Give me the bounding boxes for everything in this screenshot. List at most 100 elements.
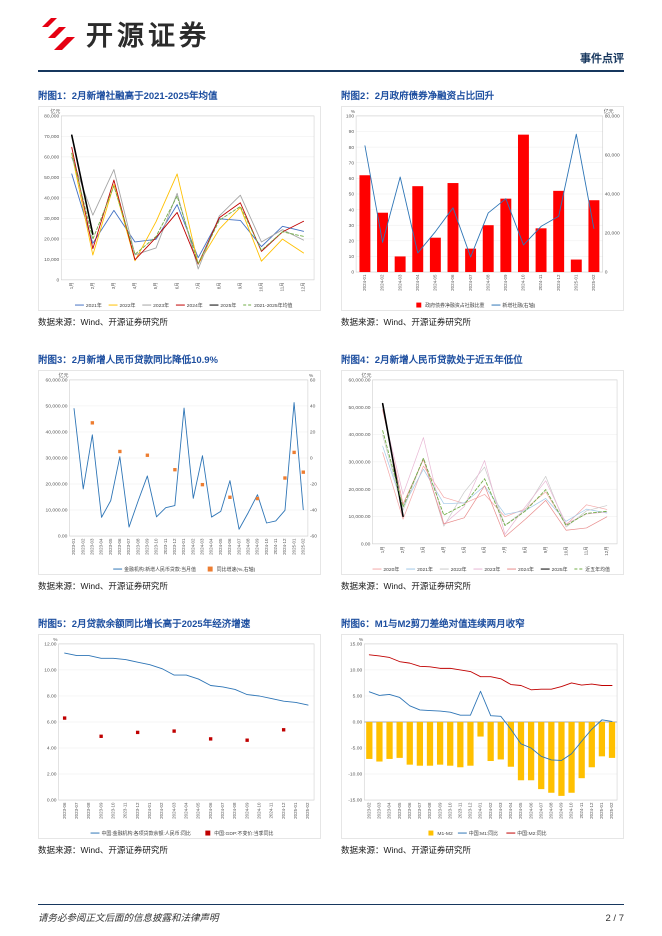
figure-5-source-note: 数据来源：Wind、开源证券研究所	[38, 845, 168, 855]
svg-text:2024-06: 2024-06	[450, 274, 455, 291]
svg-text:2023-08: 2023-08	[86, 802, 91, 819]
svg-text:2024-10: 2024-10	[569, 802, 574, 819]
svg-text:政府债券净融资占社融比重: 政府债券净融资占社融比重	[425, 302, 484, 309]
svg-text:6月: 6月	[174, 282, 180, 289]
svg-text:2024-12: 2024-12	[589, 802, 594, 819]
svg-text:金融机构:新增人民币贷款:当月值: 金融机构:新增人民币贷款:当月值	[124, 566, 196, 573]
chart-canvas-4: 0.00 10,000.00 20,000.00 30,000.00 40,000.00…	[341, 370, 624, 575]
svg-text:11月: 11月	[280, 282, 286, 291]
svg-text:2024-06: 2024-06	[528, 802, 533, 819]
svg-text:2024-01: 2024-01	[478, 802, 483, 819]
svg-text:1月: 1月	[69, 282, 75, 289]
svg-text:-15.00: -15.00	[348, 798, 362, 804]
svg-text:6.00: 6.00	[47, 720, 57, 726]
svg-text:12月: 12月	[604, 546, 610, 555]
svg-text:2024-05: 2024-05	[196, 802, 201, 819]
svg-text:2023-08: 2023-08	[135, 538, 140, 555]
svg-text:2023-09: 2023-09	[98, 802, 103, 819]
report-type-label: 事件点评	[580, 53, 624, 65]
svg-text:亿元: 亿元	[59, 372, 69, 379]
svg-text:2024-01: 2024-01	[147, 802, 152, 819]
svg-text:新增社融(右轴): 新增社融(右轴)	[502, 302, 535, 309]
svg-text:5.00: 5.00	[353, 694, 363, 700]
svg-text:2023-10: 2023-10	[447, 802, 452, 819]
svg-text:50,000.00: 50,000.00	[45, 404, 67, 410]
svg-text:2024-05: 2024-05	[518, 802, 523, 819]
svg-text:-40: -40	[310, 508, 317, 514]
svg-text:2023-06: 2023-06	[407, 802, 412, 819]
svg-text:20,000: 20,000	[605, 231, 620, 237]
svg-text:2025-02: 2025-02	[609, 802, 614, 819]
svg-text:12.00: 12.00	[44, 642, 57, 648]
svg-text:5月: 5月	[461, 546, 467, 553]
svg-text:40: 40	[310, 404, 316, 410]
svg-text:60: 60	[349, 176, 355, 182]
svg-text:2023-04: 2023-04	[387, 802, 392, 819]
svg-text:0.00: 0.00	[58, 534, 68, 540]
svg-text:2025-02: 2025-02	[305, 802, 310, 819]
svg-text:9月: 9月	[238, 282, 244, 289]
svg-text:2025-01: 2025-01	[573, 274, 578, 291]
svg-text:2024年: 2024年	[518, 566, 534, 573]
svg-text:%: %	[359, 637, 364, 643]
svg-text:2022年: 2022年	[451, 566, 467, 573]
svg-text:10月: 10月	[563, 546, 569, 555]
chart-canvas-2: 0 10 20 30 40 50 60 70 80 90 100 0 20,000 40,000 60,00…	[341, 106, 624, 311]
svg-text:4月: 4月	[441, 546, 447, 553]
figures-grid: 附图1：2月新增社融高于2021-2025年均值 0 10,000 20,000 30…	[38, 88, 624, 856]
svg-text:2025-02: 2025-02	[591, 274, 596, 291]
figure-block-5: 附图5：2月贷款余额同比增长高于2025年经济增速 0.00 2.00 4.00 6.…	[38, 616, 321, 856]
figure-block-2: 附图2：2月政府债券净融资占比回升 0 10 20 30 40 50 60 70 80 90 100…	[341, 88, 624, 328]
svg-text:40,000: 40,000	[605, 192, 620, 198]
svg-text:2024-11: 2024-11	[273, 538, 278, 554]
svg-text:2024年: 2024年	[187, 302, 203, 309]
svg-text:2025-01: 2025-01	[291, 538, 296, 555]
svg-text:2月: 2月	[90, 282, 96, 289]
svg-text:20: 20	[349, 239, 355, 245]
svg-text:50,000.00: 50,000.00	[348, 405, 370, 411]
svg-text:2025-01: 2025-01	[293, 802, 298, 819]
chart-canvas-3: 0.00 10,000.00 20,000.00 30,000.00 40,000.00…	[38, 370, 321, 575]
svg-text:%: %	[309, 373, 314, 379]
svg-text:2024-08: 2024-08	[485, 274, 490, 291]
figure-4-source-note: 数据来源：Wind、开源证券研究所	[341, 581, 471, 591]
svg-text:2024-08: 2024-08	[245, 538, 250, 555]
svg-text:8.00: 8.00	[47, 694, 57, 700]
svg-text:10.00: 10.00	[44, 668, 57, 674]
svg-text:2024-07: 2024-07	[220, 802, 225, 819]
svg-text:2024-08: 2024-08	[549, 802, 554, 819]
svg-text:3月: 3月	[111, 282, 117, 289]
svg-text:100: 100	[346, 114, 354, 120]
figure-1-title: 附图1：2月新增社融高于2021-2025年均值	[38, 91, 218, 102]
svg-text:0: 0	[605, 270, 608, 276]
svg-text:9月: 9月	[543, 546, 549, 553]
svg-text:2024-09: 2024-09	[255, 538, 260, 555]
svg-text:2025年: 2025年	[220, 302, 236, 309]
svg-text:2024-03: 2024-03	[200, 538, 205, 555]
brand-name: 开源证券	[86, 21, 210, 51]
svg-text:2024-06: 2024-06	[208, 802, 213, 819]
svg-text:亿元: 亿元	[604, 108, 614, 115]
chart-canvas-1: 0 10,000 20,000 30,000 40,000 50,000 60,000 70,…	[38, 106, 321, 311]
svg-text:5月: 5月	[153, 282, 159, 289]
svg-text:4月: 4月	[132, 282, 138, 289]
svg-text:2024-02: 2024-02	[488, 802, 493, 819]
figure-block-1: 附图1：2月新增社融高于2021-2025年均值 0 10,000 20,000 30…	[38, 88, 321, 328]
svg-text:2024-01: 2024-01	[362, 274, 367, 291]
svg-text:70: 70	[349, 160, 355, 166]
figure-block-4: 附图4：2月新增人民币贷款处于近五年低位 0.00 10,000.00 20,000…	[341, 352, 624, 592]
svg-text:-5.00: -5.00	[351, 746, 363, 752]
svg-text:10: 10	[349, 254, 355, 260]
svg-text:2024-04: 2024-04	[415, 274, 420, 291]
svg-text:-60: -60	[310, 534, 317, 540]
svg-text:20,000: 20,000	[44, 237, 59, 243]
brand-logo-icon	[42, 17, 75, 50]
svg-text:30,000.00: 30,000.00	[348, 460, 370, 466]
svg-text:2024-10: 2024-10	[521, 274, 526, 291]
svg-text:中国:M1:同比: 中国:M1:同比	[469, 830, 498, 837]
svg-text:2023-09: 2023-09	[145, 538, 150, 555]
svg-text:2024-09: 2024-09	[244, 802, 249, 819]
svg-text:2024-09: 2024-09	[559, 802, 564, 819]
svg-text:2023-07: 2023-07	[417, 802, 422, 819]
svg-text:2023-06: 2023-06	[117, 538, 122, 555]
